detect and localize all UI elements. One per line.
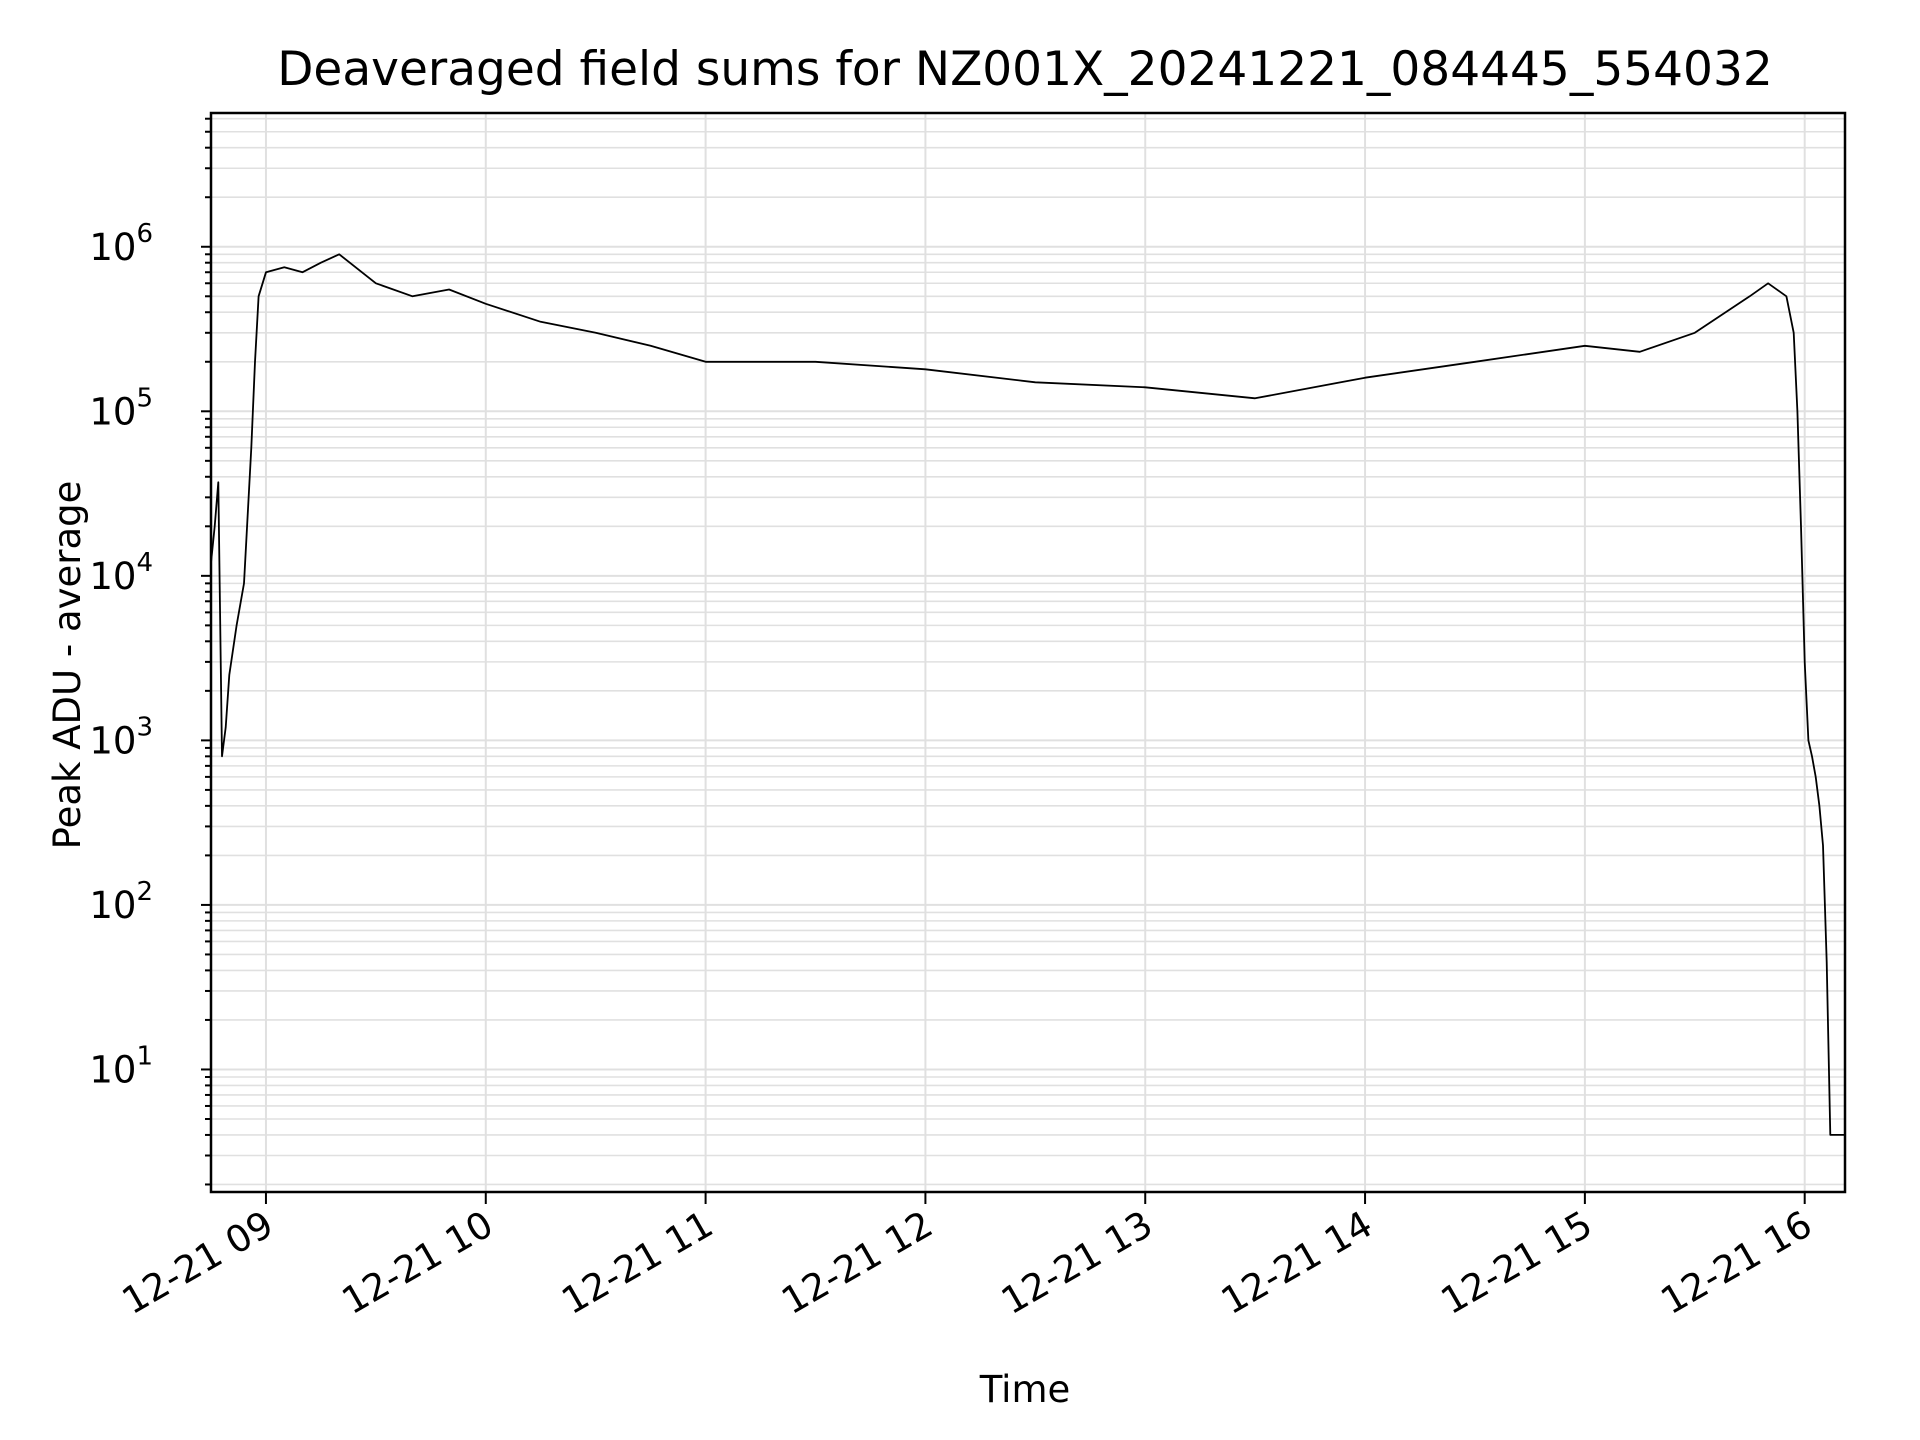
axes-frame (209, 111, 1847, 1194)
x-tick-label: 12-21 12 (774, 1203, 940, 1323)
x-tick-label: 12-21 10 (335, 1203, 501, 1323)
y-axis-label: Peak ADU - average (46, 481, 89, 850)
y-tick-label: 106 (89, 219, 153, 269)
y-tick-label: 101 (89, 1041, 153, 1091)
x-tick-label: 12-21 09 (115, 1203, 281, 1323)
series-line (210, 253, 1845, 1136)
chart-title: Deaveraged field sums for NZ001X_2024122… (277, 42, 1773, 97)
x-tick-label: 12-21 13 (994, 1203, 1160, 1323)
y-axis: 101 102 103 104 105 106 (89, 117, 211, 1186)
y-tick-label: 105 (89, 383, 153, 433)
y-tick-label: 103 (89, 712, 153, 762)
x-tick-label: 12-21 14 (1214, 1203, 1380, 1323)
y-tick-label: 102 (89, 877, 153, 927)
x-tick-label: 12-21 15 (1434, 1203, 1600, 1323)
plot-area (210, 253, 1845, 1136)
x-tick-label: 12-21 16 (1654, 1203, 1820, 1323)
x-axis: 12-21 09 12-21 10 12-21 11 12-21 12 12-21 13… (115, 1192, 1819, 1323)
grid (211, 113, 1845, 1192)
x-axis-label: Time (979, 1368, 1071, 1411)
y-tick-label: 104 (89, 548, 153, 598)
x-tick-label: 12-21 11 (555, 1203, 721, 1323)
